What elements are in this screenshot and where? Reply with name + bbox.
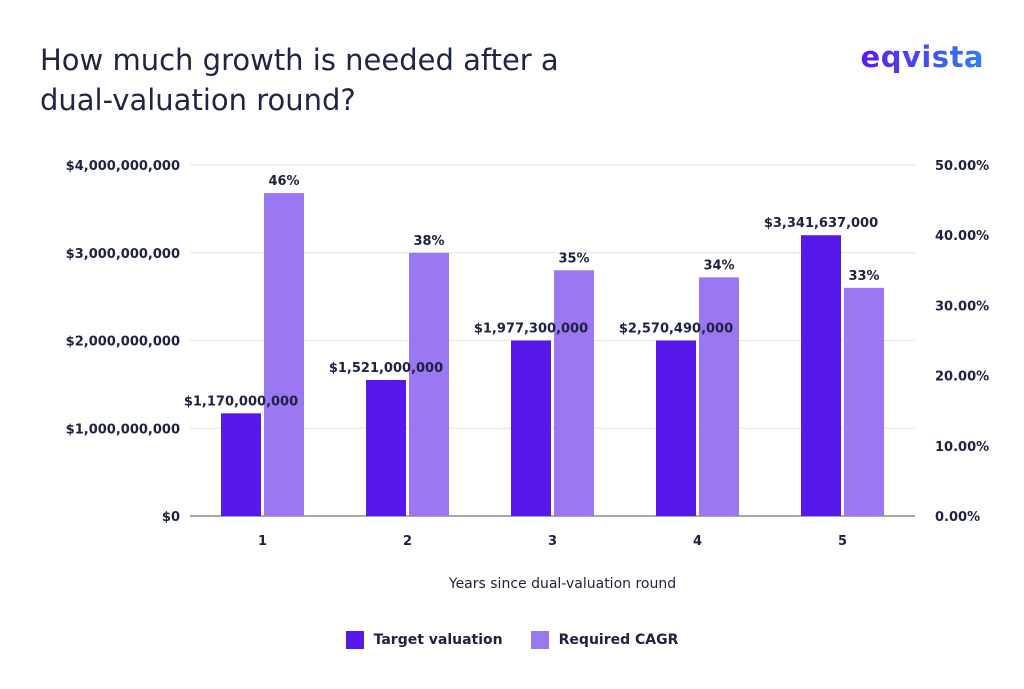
y-right-tick-label: 0.00%: [935, 510, 980, 525]
data-label-target-valuation: $1,521,000,000: [329, 361, 443, 376]
y-right-tick-label: 50.00%: [935, 159, 989, 174]
legend: Target valuation Required CAGR: [0, 631, 1024, 649]
legend-swatch: [345, 631, 364, 649]
eqvista-logo: eqvista: [860, 40, 984, 74]
data-label-required-cagr: 33%: [848, 269, 879, 284]
gridlines: [190, 164, 915, 517]
y-right-tick-label: 40.00%: [935, 229, 989, 244]
legend-label: Target valuation: [373, 632, 503, 648]
x-tick-label: 5: [838, 534, 847, 549]
bar-target-valuation: [511, 340, 551, 516]
data-label-target-valuation: $2,570,490,000: [619, 322, 733, 337]
legend-item-required-cagr: Required CAGR: [530, 631, 679, 649]
y-axis-left: $0 $1,000,000,000 $2,000,000,000 $3,000,000…: [66, 159, 180, 525]
bar-required-cagr: [699, 277, 739, 516]
y-axis-right: 0.00% 10.00% 20.00% 30.00% 40.00% 50.00%: [935, 159, 989, 525]
data-label-target-valuation: $1,977,300,000: [474, 322, 588, 337]
data-label-required-cagr: 34%: [703, 258, 734, 273]
y-right-tick-label: 20.00%: [935, 370, 989, 385]
y-left-tick-label: $2,000,000,000: [66, 335, 180, 350]
data-label-target-valuation: $3,341,637,000: [764, 216, 878, 231]
y-left-tick-label: $1,000,000,000: [66, 422, 180, 437]
x-tick-label: 2: [403, 534, 412, 549]
y-left-tick-label: $3,000,000,000: [66, 247, 180, 262]
bar-required-cagr: [554, 270, 594, 516]
bar-required-cagr: [409, 252, 449, 516]
legend-item-target-valuation: Target valuation: [345, 631, 503, 649]
x-tick-label: 3: [548, 534, 557, 549]
data-label-required-cagr: 38%: [413, 234, 444, 249]
bar-required-cagr: [844, 287, 884, 516]
bar-target-valuation: [656, 340, 696, 516]
bar-target-valuation: [801, 235, 841, 516]
y-right-tick-label: 30.00%: [935, 299, 989, 314]
x-axis: 1 2 3 4 5: [258, 534, 847, 549]
data-label-required-cagr: 46%: [268, 174, 299, 189]
legend-label: Required CAGR: [558, 632, 679, 648]
data-label-target-valuation: $1,170,000,000: [184, 394, 298, 409]
legend-swatch: [530, 631, 549, 649]
bar-target-valuation: [366, 379, 406, 516]
x-tick-label: 4: [693, 534, 702, 549]
y-left-tick-label: $0: [162, 510, 180, 525]
x-tick-label: 1: [258, 534, 267, 549]
y-left-tick-label: $4,000,000,000: [66, 159, 180, 174]
bar-required-cagr: [264, 193, 304, 516]
bars: $1,170,000,000 46% $1,521,000,000 38% $1,977…: [184, 174, 884, 516]
y-right-tick-label: 10.00%: [935, 440, 989, 455]
x-axis-label: Years since dual-valuation round: [448, 576, 676, 592]
chart-title: How much growth is needed after a dual-v…: [40, 43, 559, 117]
bar-target-valuation: [221, 413, 261, 516]
data-label-required-cagr: 35%: [558, 251, 589, 266]
